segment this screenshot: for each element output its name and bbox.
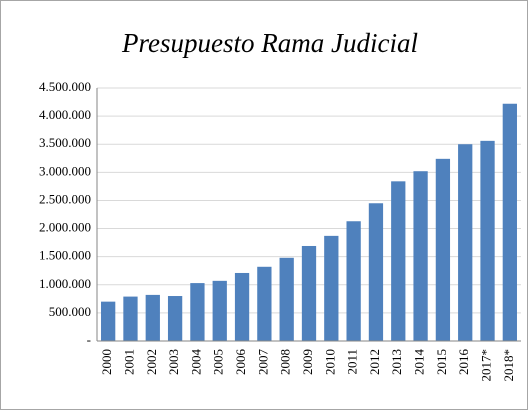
x-tick-label: 2002	[144, 349, 159, 375]
bar	[391, 181, 406, 341]
bar	[480, 140, 495, 341]
x-tick-label: 2008	[278, 349, 293, 375]
x-tick-label: 2007	[255, 349, 270, 376]
x-tick-label: 2000	[99, 349, 114, 375]
y-tick-label: 2.000.000	[39, 220, 91, 235]
bar	[190, 283, 205, 341]
bar	[435, 158, 451, 341]
bar	[101, 301, 116, 341]
x-tick-label: 2001	[121, 349, 136, 375]
bar	[234, 272, 250, 341]
y-tick-label: 500.000	[49, 304, 91, 319]
x-tick-label: 2014	[412, 349, 427, 376]
x-tick-label: 2009	[300, 349, 315, 375]
y-tick-label: 2.500.000	[39, 191, 91, 206]
y-tick-label: 3.500.000	[39, 135, 91, 150]
x-tick-label: 2017*	[479, 349, 494, 382]
bar	[502, 103, 517, 342]
x-tick-label: 2003	[166, 349, 181, 375]
x-tick-label: 2005	[211, 349, 226, 375]
x-tick-label: 2018*	[501, 349, 516, 382]
bar	[257, 266, 272, 341]
y-tick-label: 1.500.000	[39, 248, 91, 263]
y-tick-label: 3.000.000	[39, 163, 91, 178]
x-tick-label: 2013	[389, 349, 404, 375]
bar	[279, 257, 294, 341]
bar	[324, 235, 339, 341]
x-tick-label: 2011	[345, 349, 360, 375]
bar	[123, 296, 138, 341]
x-tick-label: 2010	[322, 349, 337, 375]
bar	[212, 280, 227, 341]
x-tick-label: 2004	[188, 349, 203, 376]
y-tick-label: 4.000.000	[39, 107, 91, 122]
y-tick-label: 4.500.000	[39, 79, 91, 94]
bar	[458, 144, 473, 341]
x-tick-label: 2012	[367, 349, 382, 375]
bar	[145, 294, 160, 341]
x-tick-label: 2015	[434, 349, 449, 375]
y-tick-label: -	[87, 332, 91, 347]
bar	[346, 221, 361, 341]
bar	[413, 171, 428, 341]
bar	[368, 203, 384, 341]
y-tick-label: 1.000.000	[39, 276, 91, 291]
x-tick-label: 2006	[233, 349, 248, 376]
chart-title: Presupuesto Rama Judicial	[121, 28, 418, 58]
bar	[301, 245, 317, 341]
x-tick-label: 2016	[456, 349, 471, 376]
bar	[167, 296, 183, 341]
